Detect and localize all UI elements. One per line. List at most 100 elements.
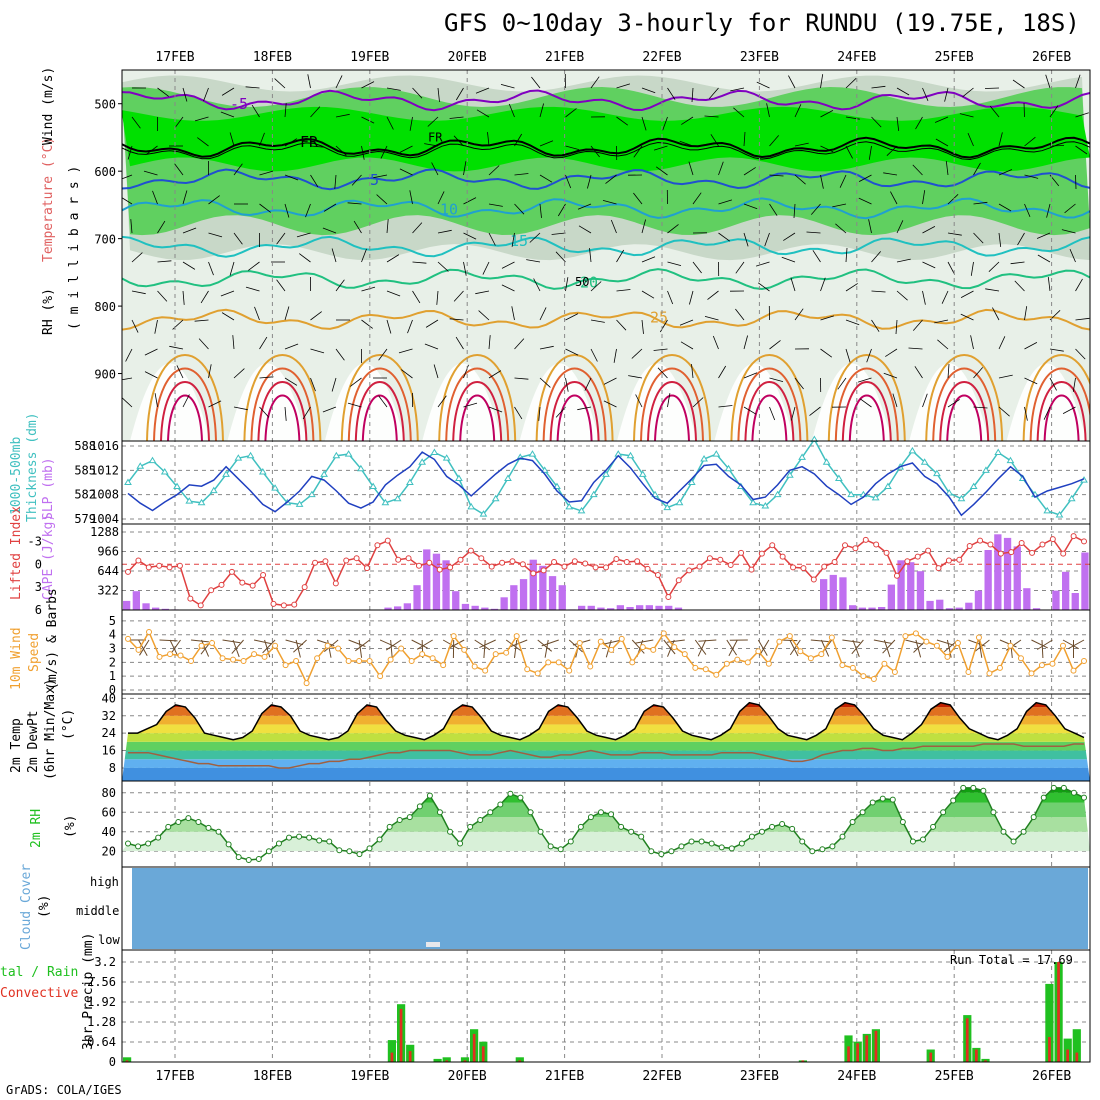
wind10m-barb — [323, 639, 339, 652]
rh2m-series-point — [970, 784, 977, 791]
wind10m-series-point — [881, 660, 888, 667]
lifted-index-series-point — [696, 563, 703, 570]
wind-barb — [182, 261, 196, 270]
wind-barb — [895, 319, 898, 335]
dewpt2m-series-line — [128, 743, 1084, 769]
precip-total-bar — [123, 1057, 132, 1062]
rh2m-series-point — [426, 792, 433, 799]
rh2m-series-point — [1081, 794, 1087, 801]
rh2m-series-point — [255, 856, 262, 863]
wind-barb — [386, 219, 389, 234]
rh2m-series-point — [477, 817, 484, 824]
rh2m-series-point — [708, 840, 715, 847]
wind10m-barb — [789, 639, 799, 657]
wind-barb — [1072, 377, 1076, 392]
thickness-series-point — [822, 458, 831, 465]
wind-barb — [912, 319, 923, 331]
wind-barb — [947, 261, 955, 275]
wind-barb — [284, 377, 298, 386]
rh2m-series-point — [618, 823, 625, 830]
wind-barb — [655, 166, 668, 176]
precip-tick-label: 3.2 — [94, 955, 116, 969]
wind-barb — [539, 174, 553, 183]
wind-barb — [1046, 203, 1051, 218]
wind-barb — [555, 251, 566, 263]
wind-barb — [335, 75, 343, 89]
temp-band — [122, 759, 1090, 768]
wind10m-series-point — [272, 642, 279, 649]
lifted-index-series-point — [769, 542, 776, 549]
warm-temperature-contour — [542, 367, 607, 441]
warm-temperature-contour — [1022, 354, 1090, 441]
rh2m-series-point — [577, 823, 584, 830]
wind-barb — [820, 174, 824, 189]
thickness-series-point — [1067, 494, 1076, 502]
wind10m-barb — [905, 639, 924, 645]
wind-barb — [679, 140, 694, 147]
rh2m-series-point — [718, 844, 725, 851]
wind10m-axis-label-2: Speed — [27, 633, 42, 672]
wind-barb — [960, 313, 974, 321]
wind-barb — [769, 174, 784, 177]
lifted-index-series-point — [644, 565, 651, 572]
wind-barb — [220, 290, 235, 297]
wind-barb — [820, 277, 826, 292]
wind-barb — [922, 393, 928, 408]
cape-bar — [1052, 590, 1060, 610]
wind10m-series-point — [860, 673, 867, 680]
wind-barb — [538, 406, 541, 421]
wind10m-barb — [631, 639, 645, 654]
lifted-index-series-point — [1008, 549, 1015, 556]
wind-barb — [635, 394, 643, 408]
wind-barb — [514, 406, 523, 420]
wind-barb — [565, 313, 579, 321]
wind-barb — [934, 319, 949, 324]
thickness-series-point — [491, 494, 500, 502]
wind-barb — [407, 319, 413, 334]
wind10m-barb — [514, 639, 518, 658]
wind-barb — [998, 406, 1010, 417]
wind-barb — [641, 219, 646, 234]
wind-tick-label: 2 — [109, 655, 116, 669]
wind-barb — [373, 174, 388, 179]
wind-barb — [769, 406, 776, 421]
rh2m-series-point — [155, 834, 162, 841]
wind10m-barb — [295, 639, 301, 658]
wind10m-barb — [978, 639, 983, 658]
wind-barb — [361, 145, 365, 160]
wind-barb — [437, 261, 449, 272]
wind10m-barb — [915, 639, 922, 658]
lifted-index-series-point — [301, 584, 308, 591]
rh2m-series-point — [125, 840, 131, 847]
wind-barb — [1043, 406, 1051, 420]
wind-barb — [529, 232, 541, 243]
rh2m-series-point — [587, 814, 594, 821]
wind-barb — [584, 377, 592, 391]
cape-bar — [442, 560, 450, 610]
wind-barb — [941, 290, 949, 304]
wind-barb — [1049, 105, 1059, 118]
wind-barb — [307, 74, 311, 89]
cape-bar — [607, 608, 615, 610]
wind-barb — [131, 290, 146, 295]
rh2m-series-point — [436, 809, 443, 816]
rh2m-series-point — [1000, 828, 1007, 835]
lifted-index-series-point — [519, 561, 526, 568]
wind10m-series-point — [566, 667, 573, 674]
wind-barb — [845, 116, 860, 120]
wind-barb — [221, 87, 235, 96]
lifted-index-series-point — [187, 595, 194, 602]
wind10m-barb — [1041, 639, 1044, 659]
wind-barb — [1049, 377, 1057, 391]
thickness-series-point — [369, 482, 378, 490]
wind-barb — [973, 232, 984, 244]
wind-barb — [130, 219, 133, 234]
wind-barb — [555, 406, 566, 418]
thickness-series-point — [810, 435, 819, 443]
wind10m-series-point — [461, 646, 468, 653]
wind10m-series-point — [146, 628, 153, 635]
rh2m-series-point — [175, 819, 182, 825]
wind-barb — [259, 170, 274, 176]
wind-barb — [689, 290, 694, 305]
lifted-index-series-point — [457, 556, 464, 563]
